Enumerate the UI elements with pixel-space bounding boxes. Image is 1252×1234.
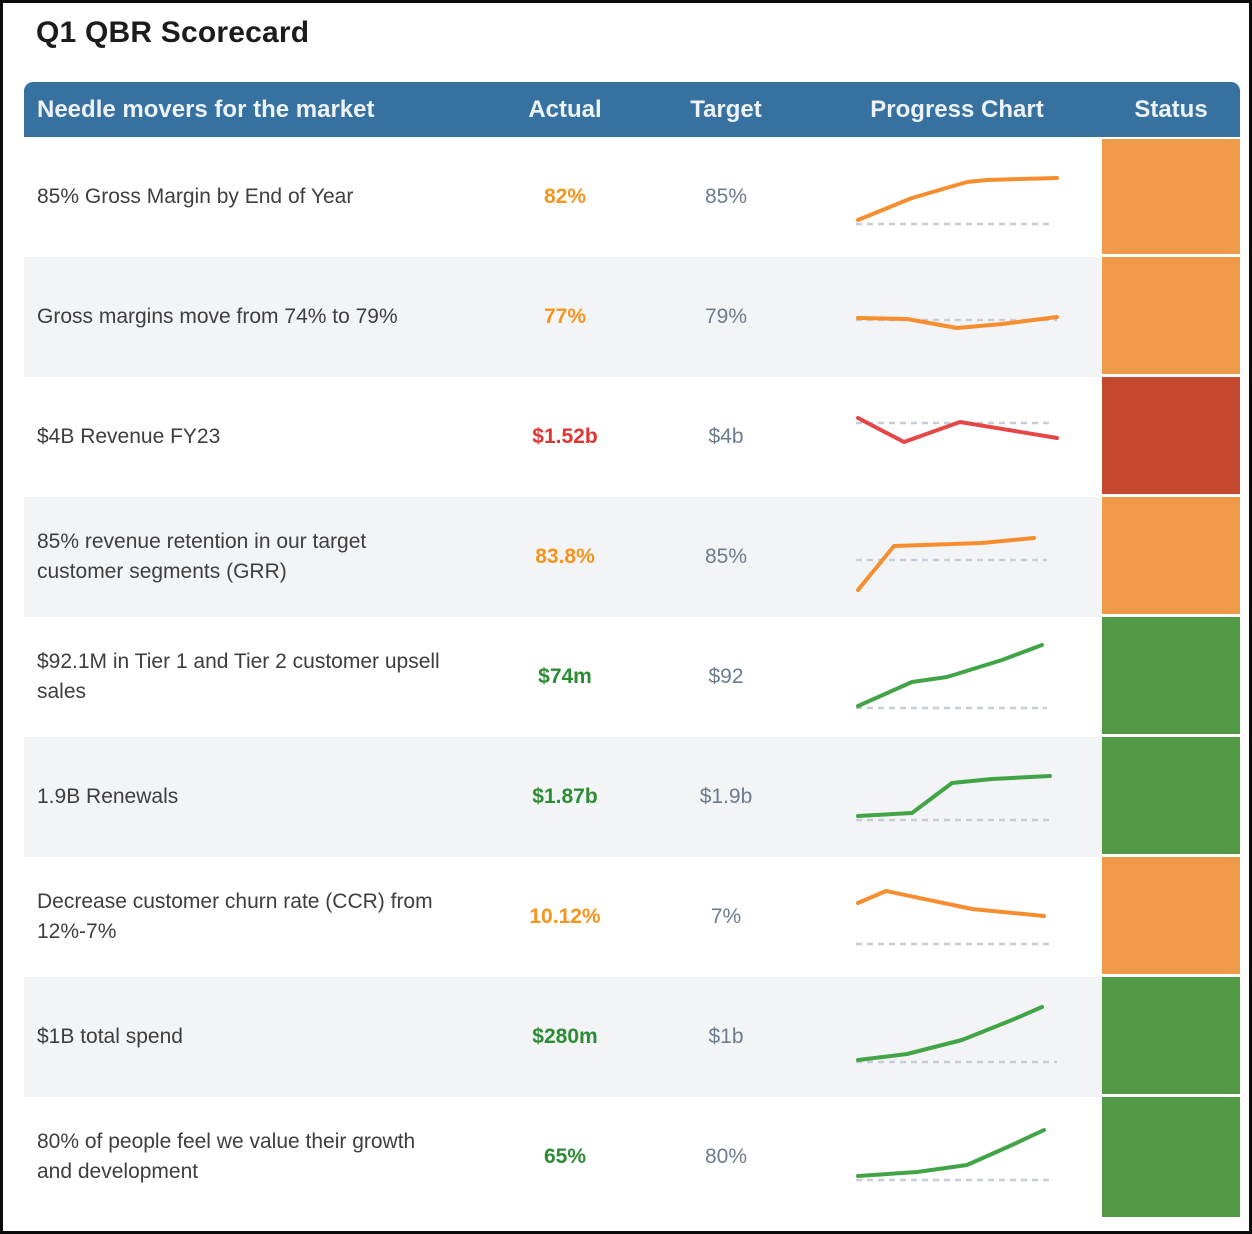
actual-value: $74m — [538, 665, 592, 688]
metric-name: 85% Gross Margin by End of Year — [37, 184, 354, 208]
progress-chart-cell — [812, 638, 1102, 716]
progress-chart-cell — [812, 1118, 1102, 1196]
status-indicator — [1102, 857, 1240, 977]
table-row: 80% of people feel we value their growth… — [24, 1097, 1240, 1217]
actual-value: 82% — [543, 185, 587, 208]
actual-value: $280m — [532, 1025, 598, 1048]
status-indicator — [1102, 617, 1240, 737]
column-header-progress-chart: Progress Chart — [870, 95, 1044, 123]
column-header-needle-movers: Needle movers for the market — [37, 95, 375, 123]
table-row: Gross margins move from 74% to 79% 77% 7… — [24, 257, 1240, 377]
status-cell — [1102, 737, 1240, 857]
scorecard-table: Needle movers for the market Actual Targ… — [24, 82, 1240, 1217]
table-header-row: Needle movers for the market Actual Targ… — [24, 82, 1240, 137]
status-cell — [1102, 497, 1240, 617]
status-cell — [1102, 257, 1240, 377]
table-row: 85% Gross Margin by End of Year 82% 85% — [24, 137, 1240, 257]
page-title: Q1 QBR Scorecard — [36, 16, 310, 49]
progress-chart-cell — [812, 878, 1102, 956]
table-row: 1.9B Renewals $1.87b $1.9b — [24, 737, 1240, 857]
target-value: 85% — [704, 185, 748, 208]
status-indicator — [1102, 1097, 1240, 1217]
progress-chart-cell — [812, 278, 1102, 356]
table-row: 85% revenue retention in our target cust… — [24, 497, 1240, 617]
metric-name: Gross margins move from 74% to 79% — [37, 304, 398, 328]
metric-name: 80% of people feel we value their growth… — [37, 1129, 416, 1183]
status-cell — [1102, 137, 1240, 257]
column-header-target: Target — [690, 95, 762, 123]
target-value: $1.9b — [699, 785, 753, 808]
sparkline-chart — [856, 643, 1047, 710]
sparkline-chart — [856, 1128, 1052, 1182]
metric-name: $92.1M in Tier 1 and Tier 2 customer ups… — [37, 649, 440, 703]
status-cell — [1102, 857, 1240, 977]
status-indicator — [1102, 257, 1240, 377]
table-row: $92.1M in Tier 1 and Tier 2 customer ups… — [24, 617, 1240, 737]
sparkline-chart — [856, 176, 1059, 226]
metric-name: $4B Revenue FY23 — [37, 424, 221, 448]
target-value: 85% — [704, 545, 748, 568]
sparkline-chart — [856, 1005, 1057, 1064]
table-row: $1B total spend $280m $1b — [24, 977, 1240, 1097]
status-cell — [1102, 977, 1240, 1097]
status-cell — [1102, 1097, 1240, 1217]
progress-chart-cell — [812, 398, 1102, 476]
actual-value: $1.87b — [532, 785, 598, 808]
progress-chart-cell — [812, 998, 1102, 1076]
status-cell — [1102, 617, 1240, 737]
column-header-status: Status — [1134, 95, 1208, 123]
progress-chart-cell — [812, 758, 1102, 836]
actual-value: 65% — [543, 1145, 587, 1168]
sparkline-chart — [856, 774, 1052, 822]
status-indicator — [1102, 137, 1240, 257]
target-value: 7% — [710, 905, 742, 928]
progress-chart-cell — [812, 518, 1102, 596]
target-value: $92 — [708, 665, 744, 688]
target-value: 79% — [704, 305, 748, 328]
target-value: $1b — [708, 1025, 744, 1048]
target-value: $4b — [708, 425, 744, 448]
status-indicator — [1102, 737, 1240, 857]
status-cell — [1102, 377, 1240, 497]
actual-value: 77% — [543, 305, 587, 328]
column-header-actual: Actual — [528, 95, 602, 123]
actual-value: $1.52b — [532, 425, 598, 448]
progress-chart-cell — [812, 158, 1102, 236]
table-row: $4B Revenue FY23 $1.52b $4b — [24, 377, 1240, 497]
status-indicator — [1102, 977, 1240, 1097]
sparkline-chart — [856, 889, 1052, 946]
metric-name: $1B total spend — [37, 1024, 183, 1048]
metric-name: 85% revenue retention in our target cust… — [37, 529, 367, 583]
metric-name: 1.9B Renewals — [37, 784, 179, 808]
target-value: 80% — [704, 1145, 748, 1168]
sparkline-chart — [856, 536, 1047, 592]
actual-value: 10.12% — [529, 905, 601, 928]
status-indicator — [1102, 377, 1240, 497]
table-body: 85% Gross Margin by End of Year 82% 85% … — [24, 137, 1240, 1217]
status-indicator — [1102, 497, 1240, 617]
metric-name: Decrease customer churn rate (CCR) from … — [37, 889, 433, 943]
sparkline-chart — [856, 315, 1059, 330]
sparkline-chart — [856, 416, 1059, 444]
actual-value: 83.8% — [535, 545, 595, 568]
table-row: Decrease customer churn rate (CCR) from … — [24, 857, 1240, 977]
